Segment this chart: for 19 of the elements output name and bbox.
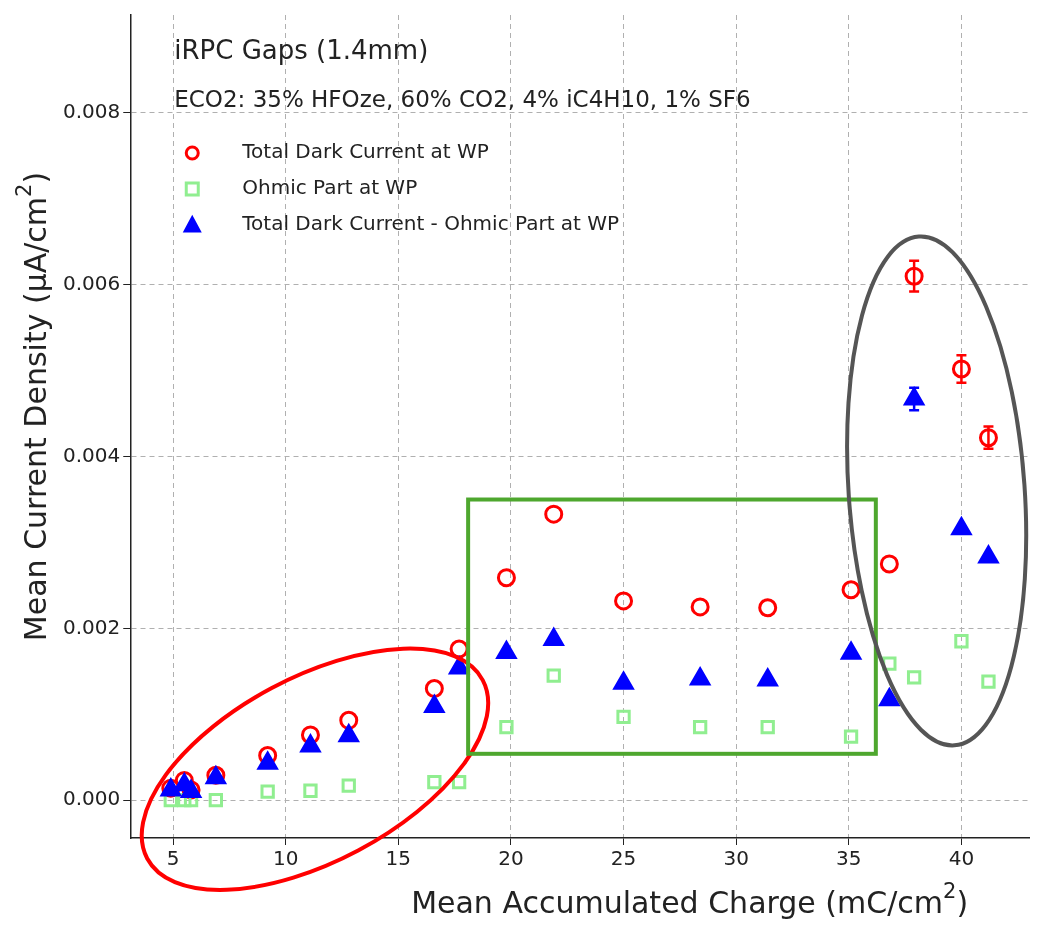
x-tick-label: 35 bbox=[836, 846, 862, 871]
x-tick-label: 40 bbox=[948, 846, 975, 871]
x-tick-label: 15 bbox=[385, 846, 412, 871]
y-tick-label: 0.004 bbox=[62, 442, 121, 467]
x-tick-label: 30 bbox=[723, 846, 749, 871]
y-tick-label: 0.008 bbox=[62, 99, 121, 124]
x-tick-label: 20 bbox=[498, 846, 524, 871]
legend-label: Total Dark Current - Ohmic Part at WP bbox=[241, 211, 620, 236]
y-tick-label: 0.002 bbox=[62, 614, 121, 639]
y-tick-label: 0.000 bbox=[62, 786, 121, 811]
text: ECO2: 35% HFOze, 60% CO2, 4% iC4H10, 1% SF6 bbox=[174, 85, 751, 112]
y-axis-title: Mean Current Density (μA/cm2) bbox=[12, 171, 53, 642]
y-tick-label: 0.006 bbox=[62, 270, 121, 295]
x-tick-label: 25 bbox=[610, 846, 637, 871]
text: iRPC Gaps (1.4mm) bbox=[174, 34, 429, 65]
legend-label: Total Dark Current at WP bbox=[241, 139, 489, 164]
x-tick-label: 5 bbox=[166, 846, 180, 871]
x-tick-label: 10 bbox=[272, 846, 299, 871]
legend-label: Ohmic Part at WP bbox=[242, 175, 418, 200]
